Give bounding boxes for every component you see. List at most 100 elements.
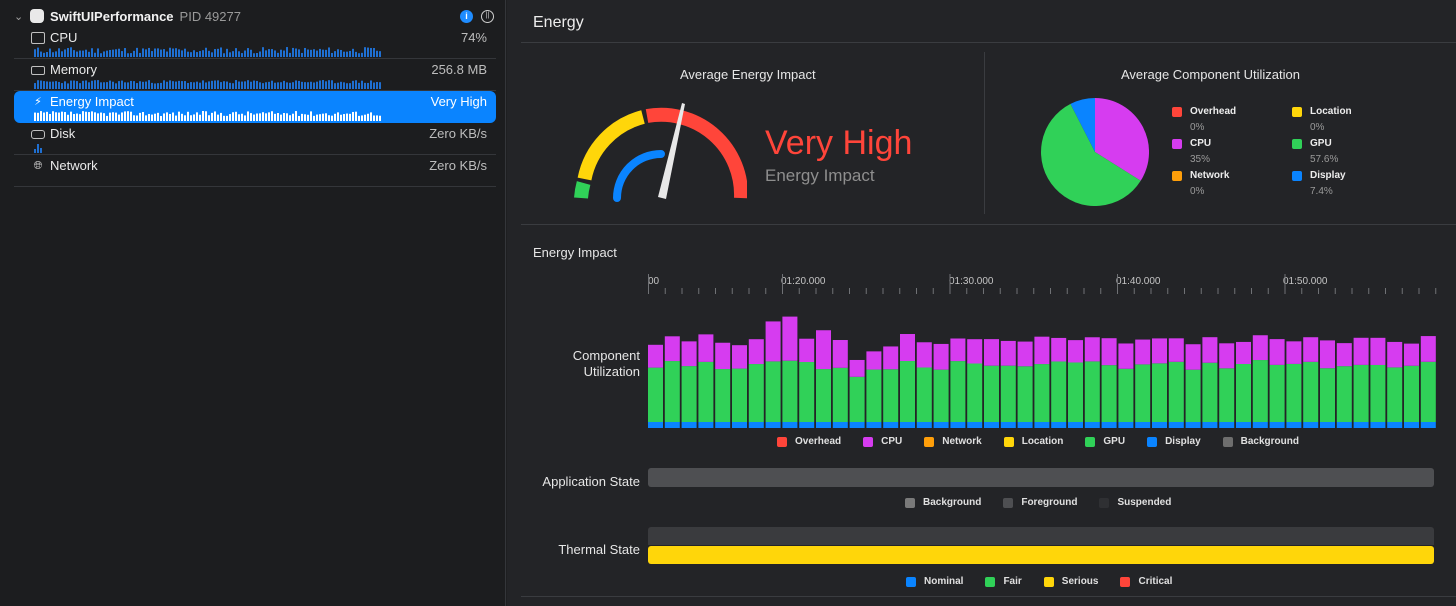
sparkline-bar (121, 51, 123, 57)
ruler-tick (1351, 288, 1353, 294)
sparkline-bar (70, 47, 72, 57)
sparkline-bar (37, 144, 39, 153)
bar-display (732, 422, 747, 428)
legend-label: GPU (1103, 436, 1126, 447)
bar-display (1252, 422, 1268, 428)
sparkline-bar (145, 81, 147, 89)
sparkline-bar (334, 83, 336, 89)
tick-label: 01:30.000 (949, 276, 994, 287)
bar-gpu (1320, 368, 1335, 422)
sparkline-bar (118, 114, 120, 121)
sparkline-bar (184, 81, 186, 89)
bar-cpu (782, 316, 798, 361)
sparkline-bar (241, 53, 243, 57)
sparkline-bar (229, 82, 231, 89)
bar-gpu (816, 369, 831, 422)
sparkline-bar (163, 49, 165, 57)
sparkline-bar (205, 111, 207, 121)
legend-label: CPU (881, 436, 903, 447)
sparkline-bar (94, 80, 96, 89)
gauge-cpu[interactable]: CPU 74% (14, 27, 496, 59)
bar-display (1017, 422, 1033, 428)
bar-gpu (715, 369, 731, 422)
ruler-tick (1033, 288, 1035, 294)
bar-display (967, 422, 983, 428)
application-state-bar (648, 468, 1434, 487)
sparkline-bar (124, 111, 126, 121)
sparkline-bar (118, 48, 120, 57)
pause-icon[interactable]: || (481, 9, 494, 23)
sparkline-bar (214, 80, 216, 89)
sparkline-bar (67, 48, 69, 57)
sparkline-bar (274, 82, 276, 89)
cpu-chip-icon (31, 32, 45, 44)
bar-gpu (1084, 361, 1100, 422)
bar-display (866, 422, 882, 428)
sparkline-bar (184, 48, 186, 57)
bar-gpu (1269, 364, 1285, 422)
bar-cpu (866, 351, 882, 370)
sparkline-bar (73, 50, 75, 57)
sparkline-bar (301, 113, 303, 121)
sparkline-bar (34, 49, 36, 57)
divider (984, 52, 985, 214)
bar-cpu (916, 342, 932, 368)
sparkline-bar (79, 83, 81, 89)
sparkline-bar (316, 50, 318, 57)
ruler-tick (681, 288, 683, 294)
sparkline-bar (268, 112, 270, 121)
gauge-memory[interactable]: Memory 256.8 MB (14, 59, 496, 91)
legend-critical: Critical (1120, 576, 1172, 587)
bar-gpu (1068, 362, 1083, 422)
sparkline-bar (202, 111, 204, 121)
sparkline-bar (103, 51, 105, 57)
sparkline-bar (277, 113, 279, 121)
bar-gpu (681, 366, 697, 422)
sparkline-bar (148, 47, 150, 57)
legend-label: Display (1165, 436, 1201, 447)
divider (521, 596, 1456, 597)
sparkline-bar (52, 111, 54, 121)
sparkline-bar (163, 113, 165, 121)
info-icon[interactable]: i (460, 9, 473, 23)
process-row[interactable]: ⌄ SwiftUIPerformance PID 49277 i || (14, 6, 494, 26)
gauge-label: Energy Impact (50, 94, 134, 109)
sparkline-bar (106, 82, 108, 89)
chevron-down-icon[interactable]: ⌄ (14, 10, 24, 23)
gauge-energy-impact[interactable]: ⚡︎ Energy Impact Very High (14, 91, 496, 123)
sparkline-bar (205, 82, 207, 89)
sparkline-bar (58, 112, 60, 121)
sparkline-bar (88, 51, 90, 57)
ruler-tick (782, 274, 783, 294)
sparkline-bar (103, 113, 105, 121)
ruler-tick (1301, 288, 1303, 294)
sparkline-bar (292, 113, 294, 121)
sparkline-bar (232, 83, 234, 89)
sparkline-bar (322, 49, 324, 57)
sparkline-bar (163, 80, 165, 89)
sparkline-bar (181, 81, 183, 89)
sparkline-bar (367, 47, 369, 57)
energy-impact-gauge (574, 103, 747, 202)
sparkline-bar (100, 53, 102, 57)
gauge-label: Memory (50, 62, 97, 77)
gauge-value: 256.8 MB (431, 62, 487, 77)
bar-display (1168, 422, 1184, 428)
sparkline-bar (292, 47, 294, 57)
sparkline-bar (298, 49, 300, 57)
sparkline-bar (319, 48, 321, 57)
gauge-network[interactable]: 🌐︎ Network Zero KB/s (14, 155, 496, 187)
sparkline-bar (37, 112, 39, 121)
legend-label: Suspended (1117, 497, 1172, 508)
ruler-tick (849, 288, 850, 294)
sparkline-bar (217, 48, 219, 57)
bar-display (681, 422, 697, 428)
sparkline-bar (196, 52, 198, 57)
sparkline-bar (169, 80, 171, 89)
sparkline-bar (331, 52, 333, 57)
sparkline-bar (139, 112, 141, 121)
sparkline-bar (298, 80, 300, 89)
gauge-disk[interactable]: Disk Zero KB/s (14, 123, 496, 155)
sparkline-bar (343, 114, 345, 121)
sparkline-bar (217, 114, 219, 121)
